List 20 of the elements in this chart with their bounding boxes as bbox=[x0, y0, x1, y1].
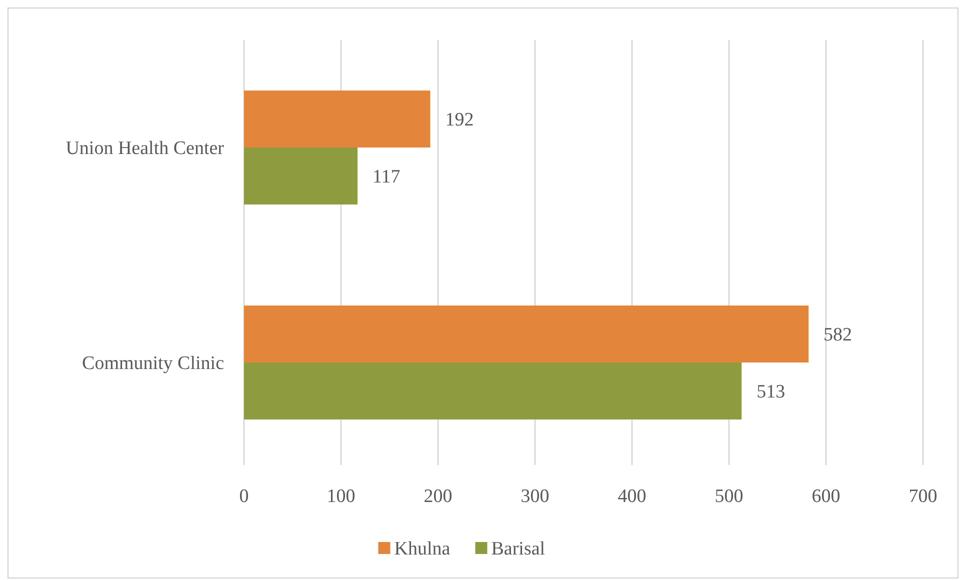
data-label: 117 bbox=[372, 166, 400, 188]
x-tick-label: 0 bbox=[239, 486, 249, 507]
bar bbox=[244, 362, 742, 420]
bar bbox=[244, 306, 809, 362]
y-tick-label: Community Clinic bbox=[82, 353, 224, 374]
legend-label: Khulna bbox=[394, 538, 451, 560]
data-label: 513 bbox=[756, 382, 786, 403]
x-tick-label: 400 bbox=[618, 486, 646, 507]
data-label: 582 bbox=[824, 324, 852, 346]
x-tick-label: 700 bbox=[908, 486, 938, 507]
x-tick-label: 100 bbox=[326, 486, 356, 507]
x-tick-label: 500 bbox=[714, 486, 744, 507]
x-tick-label: 600 bbox=[812, 486, 840, 507]
y-tick-label: Union Health Center bbox=[66, 138, 225, 160]
x-tick-label: 300 bbox=[520, 486, 550, 507]
x-tick-label: 200 bbox=[424, 486, 452, 507]
legend-label: Barisal bbox=[491, 538, 546, 560]
bar bbox=[244, 90, 430, 148]
bar bbox=[244, 148, 358, 204]
data-label: 192 bbox=[445, 110, 474, 131]
